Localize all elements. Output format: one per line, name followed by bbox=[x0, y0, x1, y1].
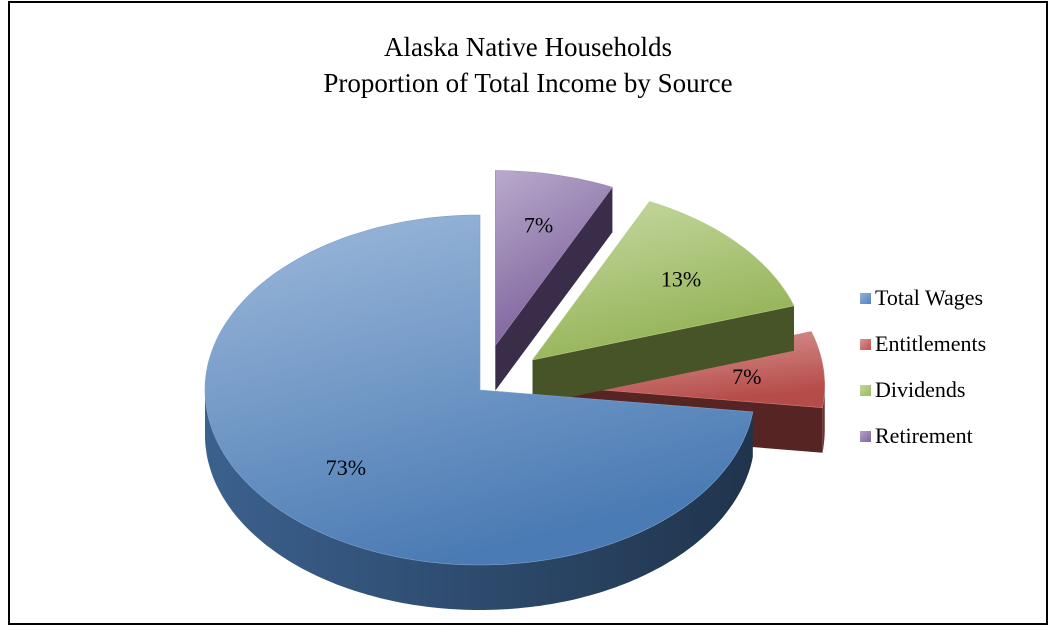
legend-swatch-wages bbox=[860, 292, 871, 304]
pie-slice-top-retirement bbox=[494, 170, 613, 347]
chart-title-line2: Proportion of Total Income by Source bbox=[323, 68, 733, 98]
pie-slices bbox=[204, 170, 826, 610]
pie-slice-top-wages bbox=[204, 214, 754, 566]
legend-label-entitlements: Entitlements bbox=[875, 331, 987, 356]
legend-label-dividends: Dividends bbox=[875, 377, 966, 402]
pie-slice-retirement bbox=[494, 170, 613, 391]
pie-slice-wall-retirement-1 bbox=[495, 187, 613, 391]
pie-slice-rim-entitlements bbox=[822, 385, 825, 452]
data-label-entitlements: 7% bbox=[732, 364, 761, 389]
pie-slice-dividends bbox=[531, 201, 795, 405]
legend-label-wages: Total Wages bbox=[875, 285, 984, 310]
legend-swatch-dividends bbox=[860, 384, 871, 396]
pie-slice-top-dividends bbox=[531, 201, 795, 361]
chart-legend: Total Wages Entitlements Dividends Retireme… bbox=[860, 285, 987, 470]
legend-item-dividends: Dividends bbox=[860, 377, 986, 402]
legend-item-wages: Total Wages bbox=[860, 285, 986, 310]
data-label-dividends: 13% bbox=[661, 267, 701, 292]
legend-swatch-entitlements bbox=[860, 338, 871, 350]
pie-slice-wall-dividends-1 bbox=[532, 305, 794, 405]
pie-slice-wages bbox=[204, 214, 754, 610]
legend-swatch-retirement bbox=[860, 430, 871, 442]
data-label-retirement: 7% bbox=[524, 213, 553, 238]
data-label-wages: 73% bbox=[326, 455, 366, 480]
pie-data-labels: 73% 7% 13% 7% bbox=[326, 213, 762, 481]
chart-title: Alaska Native Households Proportion of T… bbox=[10, 29, 1046, 101]
legend-label-retirement: Retirement bbox=[875, 423, 973, 448]
pie-slice-rim-wages bbox=[205, 392, 753, 610]
chart-title-line1: Alaska Native Households bbox=[384, 32, 672, 62]
legend-item-retirement: Retirement bbox=[860, 423, 986, 448]
legend-item-entitlements: Entitlements bbox=[860, 331, 987, 356]
